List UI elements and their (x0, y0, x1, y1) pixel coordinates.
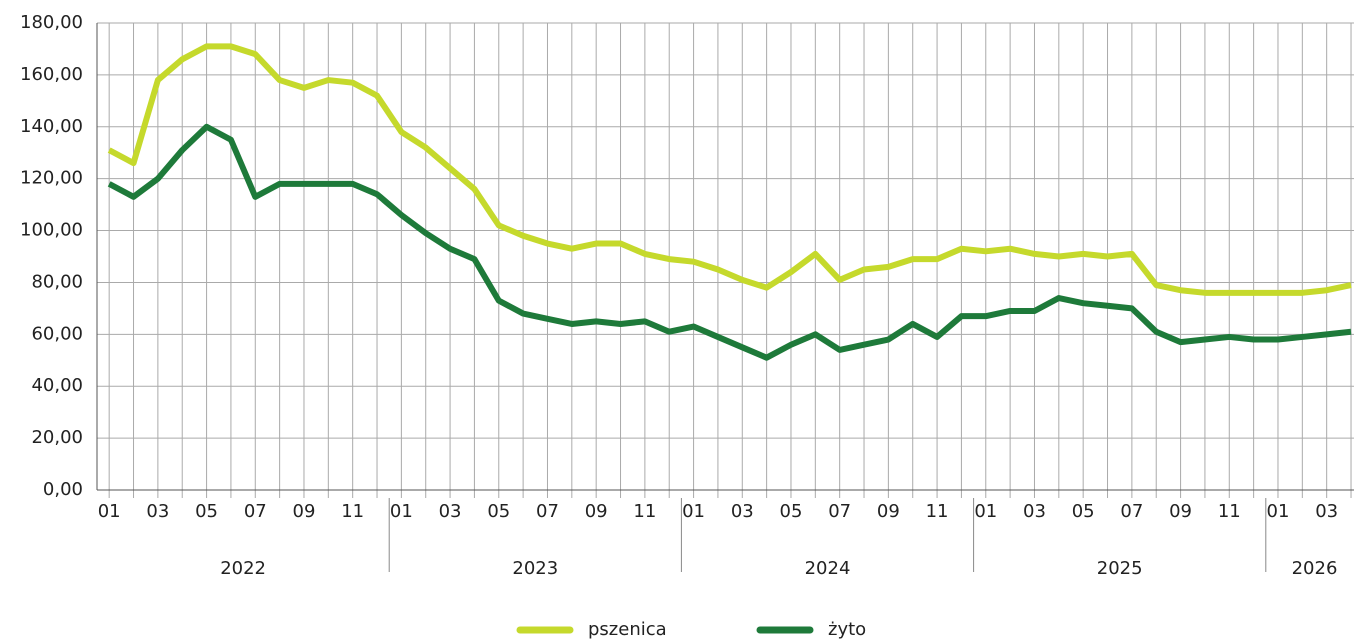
x-tick-label: 09 (1169, 501, 1192, 522)
y-tick-label: 20,00 (31, 427, 83, 448)
legend-label: żyto (828, 619, 866, 640)
x-tick-label: 09 (877, 501, 900, 522)
x-tick-label: 01 (98, 501, 121, 522)
x-tick-label: 11 (341, 501, 364, 522)
x-tick-label: 05 (487, 501, 510, 522)
legend-label: pszenica (588, 619, 667, 640)
y-tick-label: 80,00 (31, 271, 83, 292)
y-tick-label: 60,00 (31, 323, 83, 344)
x-group-label: 2024 (805, 558, 851, 579)
x-tick-label: 03 (1023, 501, 1046, 522)
x-tick-label: 03 (731, 501, 754, 522)
x-tick-label: 01 (974, 501, 997, 522)
x-group-label: 2022 (220, 558, 266, 579)
x-tick-label: 03 (439, 501, 462, 522)
x-tick-label: 07 (244, 501, 267, 522)
x-tick-label: 01 (390, 501, 413, 522)
x-tick-label: 11 (926, 501, 949, 522)
y-tick-label: 0,00 (43, 479, 83, 500)
x-group-label: 2023 (512, 558, 558, 579)
x-tick-label: 07 (536, 501, 559, 522)
y-tick-label: 160,00 (20, 64, 83, 85)
y-tick-label: 100,00 (20, 220, 83, 241)
x-group-label: 2026 (1292, 558, 1338, 579)
y-tick-label: 140,00 (20, 116, 83, 137)
x-tick-label: 03 (1315, 501, 1338, 522)
y-tick-label: 120,00 (20, 168, 83, 189)
x-group-label: 2025 (1097, 558, 1143, 579)
x-tick-label: 07 (1120, 501, 1143, 522)
series-line (107, 43, 1352, 296)
x-tick-label: 05 (195, 501, 218, 522)
x-tick-label: 01 (1267, 501, 1290, 522)
x-tick-label: 03 (146, 501, 169, 522)
x-tick-label: 01 (682, 501, 705, 522)
x-tick-label: 11 (1218, 501, 1241, 522)
x-tick-label: 09 (293, 501, 316, 522)
x-tick-label: 09 (585, 501, 608, 522)
x-tick-label: 07 (828, 501, 851, 522)
x-tick-label: 05 (1072, 501, 1095, 522)
y-tick-label: 40,00 (31, 375, 83, 396)
x-tick-label: 05 (780, 501, 803, 522)
x-tick-label: 11 (633, 501, 656, 522)
y-tick-label: 180,00 (20, 12, 83, 33)
series-line (107, 123, 1352, 361)
